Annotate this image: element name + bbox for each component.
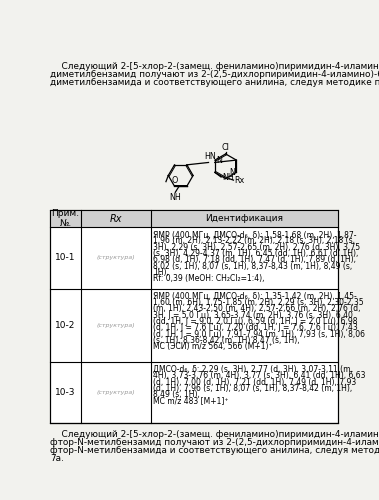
Bar (50, 210, 338, 424)
Text: Rf: 0,39 (МеОН: CH₂Cl₂=1:4),: Rf: 0,39 (МеОН: CH₂Cl₂=1:4), (153, 274, 265, 283)
Text: 1,60 (m, 6H), 1,75-1,85 (m, 2H), 2,29 (s, 3H), 2,30-2,35: 1,60 (m, 6H), 1,75-1,85 (m, 2H), 2,29 (s… (153, 298, 364, 307)
Text: МС (ЭСИ) m/z 564, 566 (М+1)⁺: МС (ЭСИ) m/z 564, 566 (М+1)⁺ (153, 342, 273, 351)
Text: 1H),: 1H), (153, 268, 169, 277)
Text: 3H), 2,29 (s, 3H), 2,57-2,65 (m, 2H), 2,76 (d, 3H), 3,75: 3H), 2,29 (s, 3H), 2,57-2,65 (m, 2H), 2,… (153, 243, 360, 252)
Text: 8,02 (s, 1H), 8,07 (s, 1H), 8,37-8,43 (m, 1H), 8,49 (s,: 8,02 (s, 1H), 8,07 (s, 1H), 8,37-8,43 (m… (153, 262, 353, 270)
Text: ЯМР (400 МГц, ДМСО-d₆, δ): 1,35-1,42 (m, 2H), 1,45-: ЯМР (400 МГц, ДМСО-d₆, δ): 1,35-1,42 (m,… (153, 292, 357, 301)
Text: (структура): (структура) (97, 390, 135, 395)
Text: ЯМР (400 МГц, ДМСО-d₆, δ): 1,58-1,68 (m, 2H), 1,87-: ЯМР (400 МГц, ДМСО-d₆, δ): 1,58-1,68 (m,… (153, 230, 357, 239)
Text: ДМСО-d₆, δ: 2,29 (s, 3H), 2,77 (d, 3H), 3,07-3,11 (m,: ДМСО-d₆, δ: 2,29 (s, 3H), 2,77 (d, 3H), … (153, 365, 353, 374)
Text: Идентификация: Идентификация (205, 214, 283, 223)
Bar (84, 365, 148, 420)
Text: Следующий 2-[5-хлор-2-(замещ. фениламино)пиримидин-4-иламино]-6,N-: Следующий 2-[5-хлор-2-(замещ. фениламино… (50, 62, 379, 72)
Text: N: N (216, 156, 222, 164)
Text: 10-2: 10-2 (55, 321, 76, 330)
Text: 6,98 (d, 1H), 7,18 (dd, 1H), 7,47 (d, 1H), 7,89 (d, 1H),: 6,98 (d, 1H), 7,18 (dd, 1H), 7,47 (d, 1H… (153, 256, 356, 264)
Text: (m, 1H), 2,43-2,50 (m, 4H), 2,57-2,66 (m, 2H), 2,76 (d,: (m, 1H), 2,43-2,50 (m, 4H), 2,57-2,66 (m… (153, 304, 361, 314)
Bar (84, 292, 148, 359)
Text: (d, 1H, J = 9,0 Гц), 7,91-7,94 (m, 1H), 7,93 (s, 1H), 8,06: (d, 1H, J = 9,0 Гц), 7,91-7,94 (m, 1H), … (153, 330, 365, 338)
Text: NH: NH (222, 172, 233, 182)
Text: 4H), 3,73-3,76 (m, 4H), 3,77 (s, 3H), 6,41 (dd, 1H), 6,63: 4H), 3,73-3,76 (m, 4H), 3,77 (s, 3H), 6,… (153, 371, 366, 380)
Text: Прим.
№.: Прим. №. (52, 209, 80, 229)
Text: фтор-N-метилбензамид получают из 2-(2,5-дихлорпиримидин-4-иламино)- 5-: фтор-N-метилбензамид получают из 2-(2,5-… (50, 438, 379, 446)
Text: 10-1: 10-1 (55, 254, 76, 262)
Text: O: O (172, 176, 179, 186)
Text: 10-3: 10-3 (55, 388, 76, 397)
Text: Rx: Rx (110, 214, 122, 224)
Text: (d, 1H, J = 7,6 Гц), 7,20 (dd, 1H, J = 7,6, 7,6 Гц), 7,43: (d, 1H, J = 7,6 Гц), 7,20 (dd, 1H, J = 7… (153, 324, 358, 332)
Bar (50, 210, 338, 227)
Text: (структура): (структура) (97, 323, 135, 328)
Bar (84, 230, 148, 285)
Text: HN: HN (204, 152, 216, 161)
Text: МС m/z 483 [М+1]⁺: МС m/z 483 [М+1]⁺ (153, 396, 229, 406)
Text: (d, 1H), 7,96 (s, 1H), 8,07 (s, 1H), 8,37-8,42 (m, 1H),: (d, 1H), 7,96 (s, 1H), 8,07 (s, 1H), 8,3… (153, 384, 353, 393)
Text: 3H, J = 5,0 Гц), 3,65-3,74 (m, 2H), 3,76 (s, 3H), 6,40: 3H, J = 5,0 Гц), 3,65-3,74 (m, 2H), 3,76… (153, 310, 353, 320)
Text: Cl: Cl (222, 142, 230, 152)
Text: (dd, 1H, J = 9,0, 2,0 Гц), 6,59 (d, 1H, J = 2,0 Гц), 6,98: (dd, 1H, J = 9,0, 2,0 Гц), 6,59 (d, 1H, … (153, 317, 358, 326)
Text: диметилбензамид получают из 2-(2,5-дихлорпиримидин-4-иламино)-6,N-: диметилбензамид получают из 2-(2,5-дихло… (50, 70, 379, 80)
Text: 1,96 (m, 2H), 2,13-2,22 (m, 2H), 2,18 (s, 3H), 2,18 (s,: 1,96 (m, 2H), 2,13-2,22 (m, 2H), 2,18 (s… (153, 236, 356, 246)
Text: Rx: Rx (234, 176, 244, 184)
Text: 7а.: 7а. (50, 454, 64, 463)
Text: фтор-N-метилбензамида и соответствующего анилина, следуя методике примера: фтор-N-метилбензамида и соответствующего… (50, 446, 379, 455)
Text: (s, 3H), 4,29-4,37 (m, 1H), 6,45 (dd, 1H), 6,61 (d, 1H),: (s, 3H), 4,29-4,37 (m, 1H), 6,45 (dd, 1H… (153, 249, 359, 258)
Text: 8,49 (s, 1H),: 8,49 (s, 1H), (153, 390, 200, 399)
Text: Следующий 2-[5-хлор-2-(замещ. фениламино)пиримидин-4-иламино]-5-: Следующий 2-[5-хлор-2-(замещ. фениламино… (50, 430, 379, 438)
Text: N: N (229, 168, 235, 177)
Text: (структура): (структура) (97, 256, 135, 260)
Text: NH: NH (169, 193, 181, 202)
Text: диметилбензамида и соответствующего анилина, следуя методике примера 7А,: диметилбензамида и соответствующего анил… (50, 78, 379, 88)
Text: (s, 1H), 8,36-8,42 (m, 1H) 8,47 (s, 1H),: (s, 1H), 8,36-8,42 (m, 1H) 8,47 (s, 1H), (153, 336, 300, 345)
Text: (d, 1H), 7,00 (d, 1H), 7,21 (dd, 1H), 7,49 (d, 1H), 7,93: (d, 1H), 7,00 (d, 1H), 7,21 (dd, 1H), 7,… (153, 378, 357, 386)
